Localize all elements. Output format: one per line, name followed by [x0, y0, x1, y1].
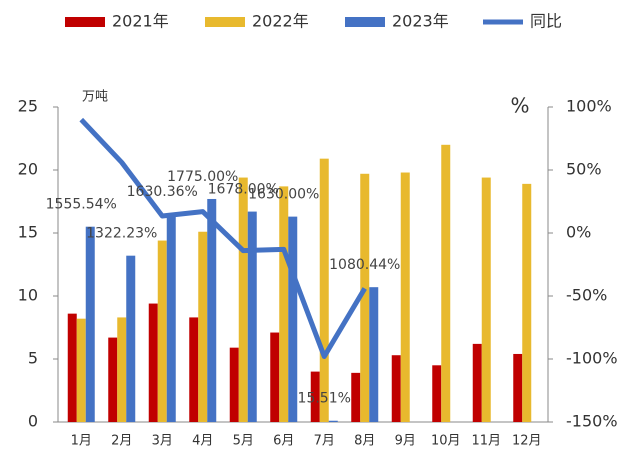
bar	[310, 371, 320, 422]
bar	[279, 186, 289, 422]
bar	[472, 343, 482, 422]
x-tick-label: 9月	[395, 434, 416, 449]
annotation: 1630.36%	[127, 184, 198, 200]
legend-label: 2021年	[112, 12, 169, 31]
bar	[522, 183, 532, 422]
x-tick-label: 10月	[431, 434, 461, 449]
bar	[207, 198, 217, 422]
line	[79, 117, 367, 359]
bar	[288, 216, 298, 422]
annotation: 15.51%	[298, 391, 351, 407]
x-tick-label: 4月	[192, 434, 213, 449]
annotation: 1630.00%	[248, 187, 319, 203]
bar	[360, 173, 370, 422]
y-tick-label: 20	[18, 160, 38, 179]
bar	[391, 355, 401, 422]
bar	[328, 420, 338, 422]
bar	[76, 318, 86, 422]
bar	[369, 287, 379, 422]
bar	[148, 303, 158, 422]
y2-tick-label: 100%	[566, 97, 612, 116]
bar	[189, 317, 199, 422]
y-tick-label: 25	[18, 97, 38, 116]
bar	[400, 172, 410, 422]
x-tick-label: 1月	[71, 434, 92, 449]
bar	[117, 317, 127, 422]
x-tick-label: 7月	[314, 434, 335, 449]
bar	[319, 158, 329, 422]
bar	[126, 255, 136, 422]
y-unit: 万吨	[82, 90, 108, 105]
legend-label: 同比	[530, 12, 562, 31]
bar	[108, 337, 118, 422]
bar	[166, 214, 176, 422]
y-tick-label: 15	[18, 223, 38, 242]
annotation: 1322.23%	[86, 226, 157, 242]
y-tick-label: 0	[28, 412, 38, 431]
legend-swatch	[65, 17, 105, 27]
bar	[85, 226, 95, 422]
x-tick-label: 2月	[111, 434, 132, 449]
legend-label: 2022年	[252, 12, 309, 31]
y2-tick-label: -150%	[566, 412, 618, 431]
bar	[247, 211, 257, 422]
y-tick-label: 10	[18, 286, 38, 305]
bar	[198, 231, 208, 422]
y-tick-label: 5	[28, 349, 38, 368]
y2-tick-label: 50%	[566, 160, 602, 179]
bar	[157, 240, 167, 422]
bar	[441, 144, 451, 423]
bar	[67, 313, 77, 422]
x-tick-label: 11月	[471, 434, 501, 449]
bar	[513, 353, 523, 422]
y2-tick-label: 0%	[566, 223, 591, 242]
bar	[432, 365, 442, 422]
y2-unit: %	[510, 94, 529, 118]
bar	[229, 347, 239, 422]
annotation: 1678.00%	[208, 182, 279, 198]
x-tick-label: 3月	[152, 434, 173, 449]
x-tick-label: 6月	[273, 434, 294, 449]
legend-label: 2023年	[392, 12, 449, 31]
bar	[238, 177, 248, 422]
bar	[351, 372, 361, 422]
x-tick-label: 12月	[512, 434, 542, 449]
x-tick-label: 5月	[233, 434, 254, 449]
bar	[481, 177, 491, 422]
annotation: 1775.00%	[167, 169, 238, 185]
y2-tick-label: -100%	[566, 349, 618, 368]
legend-swatch	[205, 17, 245, 27]
legend-swatch	[345, 17, 385, 27]
annotation: 1080.44%	[329, 257, 400, 273]
annotation: 1555.54%	[46, 197, 117, 213]
y2-tick-label: -50%	[566, 286, 607, 305]
x-tick-label: 8月	[354, 434, 375, 449]
bar	[270, 332, 280, 422]
